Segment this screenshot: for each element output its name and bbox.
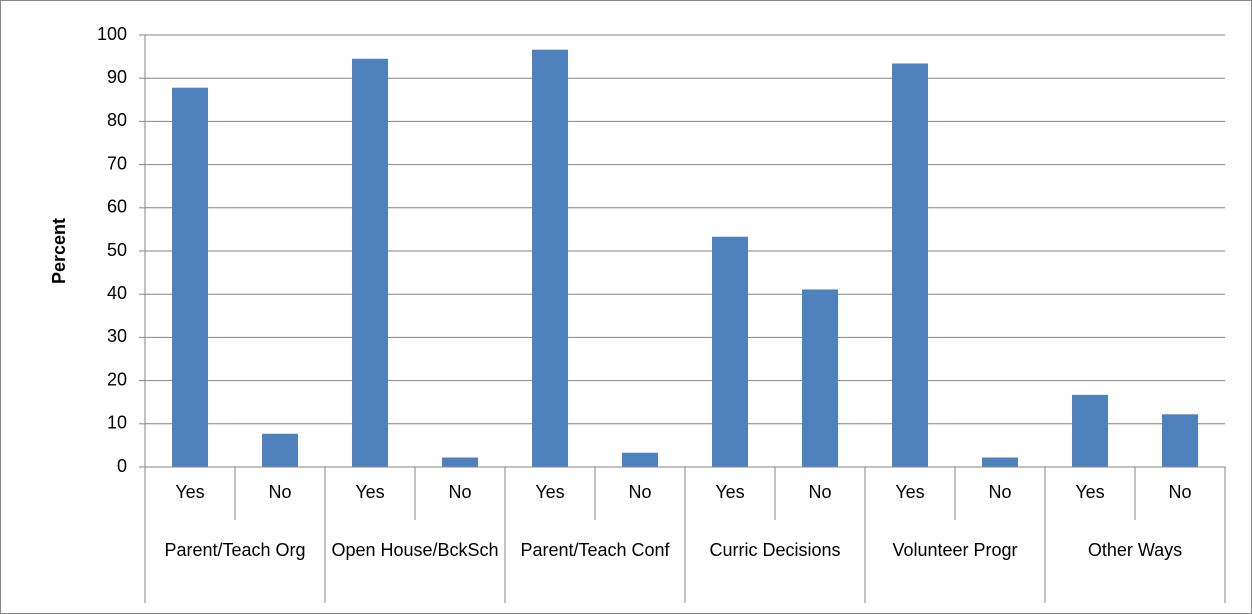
y-tick-label: 70 xyxy=(107,153,127,173)
bar xyxy=(352,58,388,467)
y-tick-label: 50 xyxy=(107,240,127,260)
y-tick-label: 100 xyxy=(97,24,127,44)
y-tick-label: 90 xyxy=(107,67,127,87)
bar xyxy=(172,87,208,467)
x-tick-label: No xyxy=(988,482,1011,502)
y-tick-label: 80 xyxy=(107,110,127,130)
y-tick-label: 10 xyxy=(107,413,127,433)
x-tick-label: No xyxy=(448,482,471,502)
group-label: Parent/Teach Org xyxy=(164,540,306,560)
x-tick-label: Yes xyxy=(895,482,924,502)
bar xyxy=(982,457,1018,467)
x-tick-label: Yes xyxy=(1075,482,1104,502)
group-label: Other Ways xyxy=(1087,540,1183,560)
y-tick-label: 20 xyxy=(107,369,127,389)
x-tick-label: Yes xyxy=(175,482,204,502)
group-label: Open House/BckSch xyxy=(331,540,499,560)
bar xyxy=(1072,394,1108,467)
x-tick-label: No xyxy=(1168,482,1191,502)
group-label: Curric Decisions xyxy=(709,540,841,560)
bar xyxy=(802,289,838,467)
y-tick-label: 30 xyxy=(107,326,127,346)
y-tick-label: 40 xyxy=(107,283,127,303)
group-label: Volunteer Progr xyxy=(892,540,1018,560)
x-tick-label: No xyxy=(808,482,831,502)
bar xyxy=(442,457,478,467)
bar xyxy=(622,452,658,467)
x-tick-label: Yes xyxy=(715,482,744,502)
x-tick-label: Yes xyxy=(355,482,384,502)
bar xyxy=(1162,414,1198,467)
x-tick-label: Yes xyxy=(535,482,564,502)
y-tick-label: 60 xyxy=(107,197,127,217)
x-tick-label: No xyxy=(628,482,651,502)
bar xyxy=(262,433,298,467)
bar xyxy=(712,236,748,467)
bar xyxy=(532,49,568,468)
x-tick-label: No xyxy=(268,482,291,502)
bar xyxy=(892,63,928,468)
group-label: Parent/Teach Conf xyxy=(520,540,670,560)
y-tick-label: 0 xyxy=(117,456,127,476)
y-axis-label: Percent xyxy=(49,218,69,284)
